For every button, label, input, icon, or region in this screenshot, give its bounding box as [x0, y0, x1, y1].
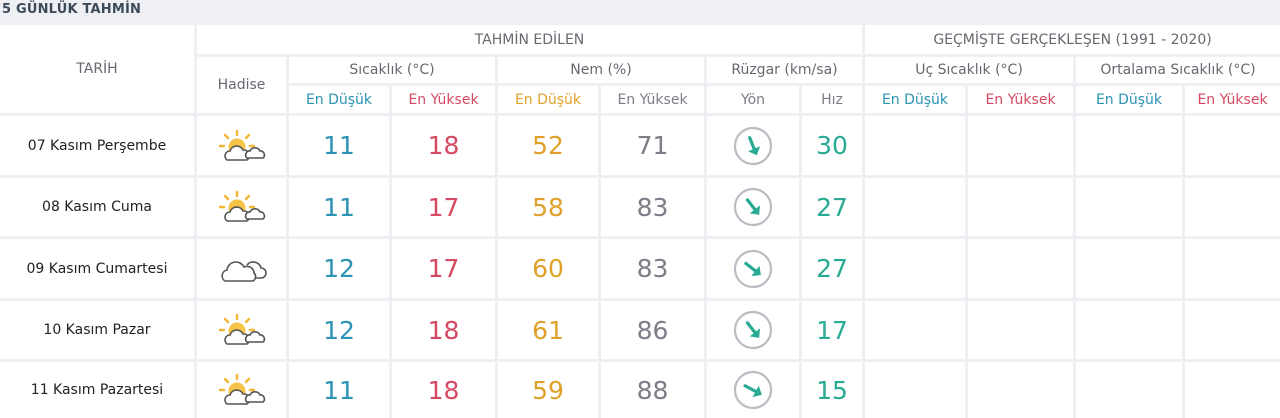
historic-avg-min-cell: [1076, 239, 1182, 298]
wind-direction-cell: [707, 239, 799, 298]
wind-direction-icon: [732, 125, 774, 167]
historic-uc-min-cell: [865, 178, 965, 236]
wind-speed-cell: 15: [802, 362, 862, 418]
wind-speed-cell: 27: [802, 178, 862, 236]
wind-speed-cell: 27: [802, 239, 862, 298]
weather-icon-cell: [197, 178, 286, 236]
humidity-max-cell: 83: [601, 178, 704, 236]
historic-avg-max-cell: [1185, 239, 1280, 298]
temp-min-cell: 12: [289, 301, 389, 359]
humidity-min-cell: 60: [498, 239, 598, 298]
header-hadise: Hadise: [197, 57, 286, 113]
date-cell: 10 Kasım Pazar: [0, 301, 194, 359]
header-sicaklik-en-dusuk: En Düşük: [289, 86, 389, 113]
section-title: 5 GÜNLÜK TAHMİN: [2, 2, 142, 17]
temp-max-cell: 18: [392, 116, 495, 175]
wind-direction-icon: [732, 186, 774, 228]
weather-icon-cell: [197, 301, 286, 359]
temp-max-cell: 17: [392, 178, 495, 236]
date-cell: 08 Kasım Cuma: [0, 178, 194, 236]
historic-avg-min-cell: [1076, 116, 1182, 175]
historic-avg-max-cell: [1185, 362, 1280, 418]
historic-uc-max-cell: [968, 178, 1073, 236]
header-sicaklik: Sıcaklık (°C): [289, 57, 495, 83]
historic-uc-max-cell: [968, 301, 1073, 359]
header-tarih: TARİH: [0, 25, 194, 113]
header-nem: Nem (%): [498, 57, 704, 83]
humidity-min-cell: 58: [498, 178, 598, 236]
historic-uc-max-cell: [968, 239, 1073, 298]
wind-direction-icon: [732, 309, 774, 351]
historic-avg-max-cell: [1185, 178, 1280, 236]
wind-direction-cell: [707, 116, 799, 175]
wind-speed-cell: 17: [802, 301, 862, 359]
forecast-table: TARİH TAHMİN EDİLEN GEÇMİŞTE GERÇEKLEŞEN…: [0, 25, 1280, 418]
humidity-min-cell: 61: [498, 301, 598, 359]
historic-uc-min-cell: [865, 301, 965, 359]
temp-min-cell: 11: [289, 362, 389, 418]
historic-avg-min-cell: [1076, 362, 1182, 418]
humidity-max-cell: 83: [601, 239, 704, 298]
header-tahmin-edilen: TAHMİN EDİLEN: [197, 25, 862, 54]
date-cell: 09 Kasım Cumartesi: [0, 239, 194, 298]
header-nem-en-dusuk: En Düşük: [498, 86, 598, 113]
humidity-max-cell: 86: [601, 301, 704, 359]
date-cell: 11 Kasım Pazartesi: [0, 362, 194, 418]
partly-cloudy-icon: [217, 128, 267, 164]
weather-icon-cell: [197, 239, 286, 298]
historic-avg-max-cell: [1185, 301, 1280, 359]
temp-min-cell: 12: [289, 239, 389, 298]
wind-speed-cell: 30: [802, 116, 862, 175]
header-ruzgar: Rüzgar (km/sa): [707, 57, 862, 83]
historic-uc-max-cell: [968, 116, 1073, 175]
cloudy-icon: [217, 251, 267, 287]
partly-cloudy-icon: [217, 312, 267, 348]
temp-max-cell: 18: [392, 362, 495, 418]
header-sicaklik-en-yuksek: En Yüksek: [392, 86, 495, 113]
header-nem-en-yuksek: En Yüksek: [601, 86, 704, 113]
wind-direction-icon: [732, 248, 774, 290]
header-ortalama-en-yuksek: En Yüksek: [1185, 86, 1280, 113]
header-uc-en-dusuk: En Düşük: [865, 86, 965, 113]
weather-icon-cell: [197, 116, 286, 175]
partly-cloudy-icon: [217, 189, 267, 225]
historic-uc-min-cell: [865, 116, 965, 175]
historic-uc-max-cell: [968, 362, 1073, 418]
humidity-max-cell: 71: [601, 116, 704, 175]
historic-uc-min-cell: [865, 362, 965, 418]
date-cell: 07 Kasım Perşembe: [0, 116, 194, 175]
partly-cloudy-icon: [217, 372, 267, 408]
wind-direction-cell: [707, 362, 799, 418]
header-uc-sicaklik: Uç Sıcaklık (°C): [865, 57, 1073, 83]
header-uc-en-yuksek: En Yüksek: [968, 86, 1073, 113]
header-ortalama-sicaklik: Ortalama Sıcaklık (°C): [1076, 57, 1280, 83]
header-gecmiste-gerceklesen: GEÇMİŞTE GERÇEKLEŞEN (1991 - 2020): [865, 25, 1280, 54]
temp-min-cell: 11: [289, 178, 389, 236]
header-hiz: Hız: [802, 86, 862, 113]
historic-uc-min-cell: [865, 239, 965, 298]
wind-direction-icon: [732, 369, 774, 411]
humidity-min-cell: 59: [498, 362, 598, 418]
wind-direction-cell: [707, 178, 799, 236]
historic-avg-max-cell: [1185, 116, 1280, 175]
temp-max-cell: 18: [392, 301, 495, 359]
humidity-min-cell: 52: [498, 116, 598, 175]
temp-max-cell: 17: [392, 239, 495, 298]
historic-avg-min-cell: [1076, 301, 1182, 359]
temp-min-cell: 11: [289, 116, 389, 175]
weather-icon-cell: [197, 362, 286, 418]
header-yon: Yön: [707, 86, 799, 113]
historic-avg-min-cell: [1076, 178, 1182, 236]
humidity-max-cell: 88: [601, 362, 704, 418]
header-ortalama-en-dusuk: En Düşük: [1076, 86, 1182, 113]
wind-direction-cell: [707, 301, 799, 359]
